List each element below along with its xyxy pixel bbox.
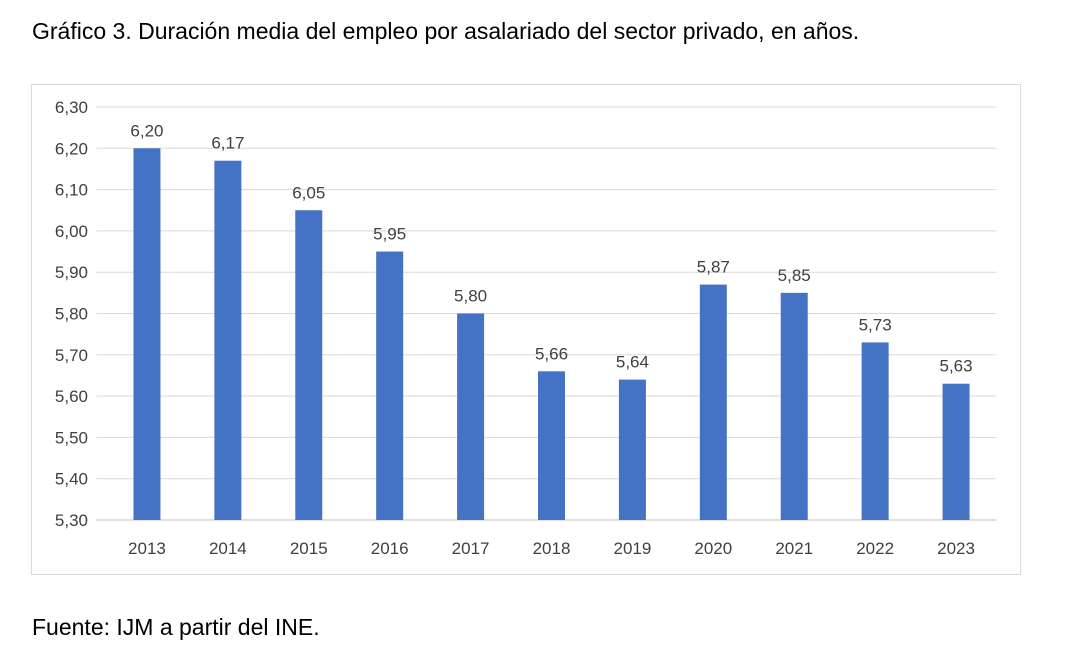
bar [942, 383, 970, 520]
x-tick-label: 2019 [613, 539, 651, 558]
x-tick-label: 2016 [371, 539, 409, 558]
y-tick-label: 6,30 [55, 98, 88, 117]
bar [618, 379, 646, 520]
bar [861, 342, 889, 520]
x-tick-label: 2021 [775, 539, 813, 558]
y-tick-label: 5,50 [55, 428, 88, 447]
x-tick-label: 2014 [209, 539, 247, 558]
bar [295, 210, 323, 520]
data-label: 6,17 [211, 134, 244, 153]
y-tick-label: 5,70 [55, 346, 88, 365]
x-tick-label: 2013 [128, 539, 166, 558]
source-note: Fuente: IJM a partir del INE. [32, 614, 320, 640]
data-label: 5,85 [778, 266, 811, 285]
x-tick-label: 2017 [452, 539, 490, 558]
data-label: 6,20 [130, 121, 163, 140]
data-label: 5,64 [616, 353, 649, 372]
bar [780, 292, 808, 520]
y-tick-label: 5,60 [55, 387, 88, 406]
data-label: 5,95 [373, 225, 406, 244]
bar [538, 371, 565, 520]
chart-title: Gráfico 3. Duración media del empleo por… [32, 18, 860, 44]
y-tick-label: 6,00 [55, 222, 88, 241]
data-label: 6,05 [292, 183, 325, 202]
y-tick-label: 6,20 [55, 139, 88, 158]
x-tick-label: 2018 [533, 539, 571, 558]
x-tick-label: 2023 [937, 539, 975, 558]
y-tick-label: 6,10 [55, 181, 88, 200]
data-label: 5,66 [535, 344, 568, 363]
y-tick-label: 5,80 [55, 305, 88, 324]
data-label: 5,80 [454, 287, 487, 306]
y-tick-label: 5,90 [55, 263, 88, 282]
x-tick-label: 2022 [856, 539, 894, 558]
data-label: 5,63 [939, 357, 972, 376]
bar [214, 160, 242, 520]
bar [699, 284, 727, 520]
bar [376, 251, 404, 521]
x-tick-label: 2015 [290, 539, 328, 558]
y-tick-label: 5,40 [55, 470, 88, 489]
bar [457, 313, 485, 520]
data-label: 5,87 [697, 258, 730, 277]
chart-frame [31, 84, 1021, 575]
data-label: 5,73 [859, 315, 892, 334]
bar [133, 148, 161, 521]
y-tick-label: 5,30 [55, 511, 88, 530]
x-tick-label: 2020 [694, 539, 732, 558]
